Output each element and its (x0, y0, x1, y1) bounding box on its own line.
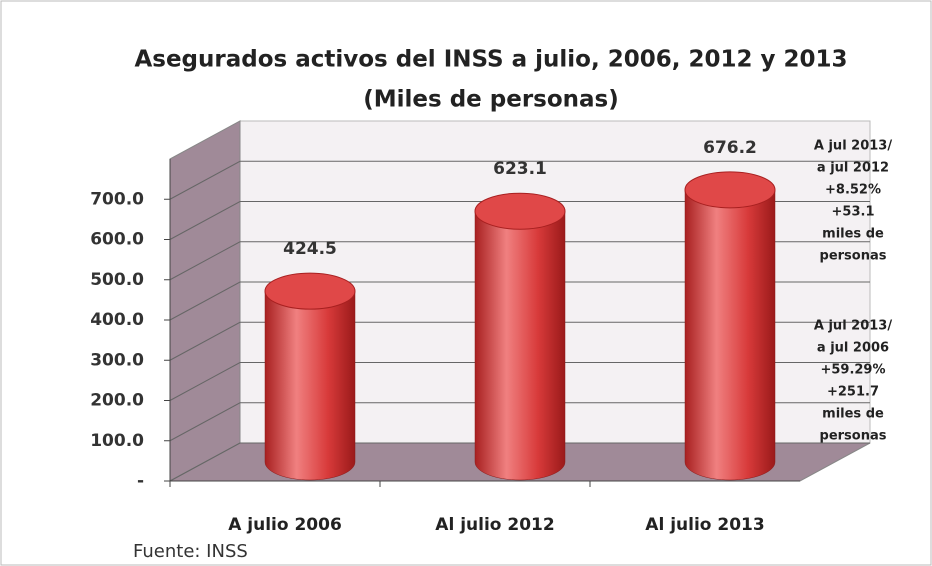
annotation: +59.29% (820, 363, 885, 378)
bar (264, 290, 356, 481)
annotation: personas (820, 429, 887, 444)
y-tick-label: 200.0 (90, 391, 144, 411)
value-label: 623.1 (493, 159, 547, 179)
annotation: miles de (822, 227, 884, 242)
bar-top (474, 192, 566, 230)
grid-line (169, 281, 870, 321)
annotation: A jul 2013/ (814, 139, 892, 154)
annotation: miles de (822, 407, 884, 422)
annotation: personas (820, 249, 887, 264)
y-tick-label: 300.0 (90, 350, 144, 370)
grid-line (169, 201, 870, 240)
x-tick-label: A julio 2006 (228, 515, 342, 535)
bar (684, 189, 776, 481)
bar-top (264, 272, 356, 310)
annotation: A jul 2013/ (814, 319, 892, 334)
annotation: +251.7 (827, 385, 879, 400)
annotation: a jul 2006 (817, 341, 889, 356)
x-tick-label: Al julio 2013 (645, 515, 764, 535)
bar-top (684, 171, 776, 209)
grid-line (169, 321, 870, 361)
y-tick-label: 400.0 (90, 310, 144, 330)
y-tick-label: 700.0 (90, 189, 144, 209)
annotation: a jul 2012 (817, 161, 889, 176)
chart-subtitle: (Miles de personas) (363, 87, 619, 113)
source: Fuente: INSS (133, 541, 248, 562)
grid-line (169, 402, 870, 442)
y-tick-label: - (137, 471, 144, 491)
value-label: 676.2 (703, 138, 757, 158)
y-tick-label: 500.0 (90, 270, 144, 290)
y-tick-label: 600.0 (90, 230, 144, 250)
grid-line (169, 241, 870, 281)
annotation: +8.52% (825, 183, 881, 198)
chart-title: Asegurados activos del INSS a julio, 200… (134, 47, 847, 73)
y-tick-label: 100.0 (90, 431, 144, 451)
x-tick-label: Al julio 2012 (435, 515, 554, 535)
bar (474, 210, 566, 481)
grid-line (169, 442, 870, 482)
value-label: 424.5 (283, 239, 337, 259)
grid-line (169, 362, 870, 401)
grid-line (169, 160, 870, 200)
annotation: +53.1 (832, 205, 875, 220)
